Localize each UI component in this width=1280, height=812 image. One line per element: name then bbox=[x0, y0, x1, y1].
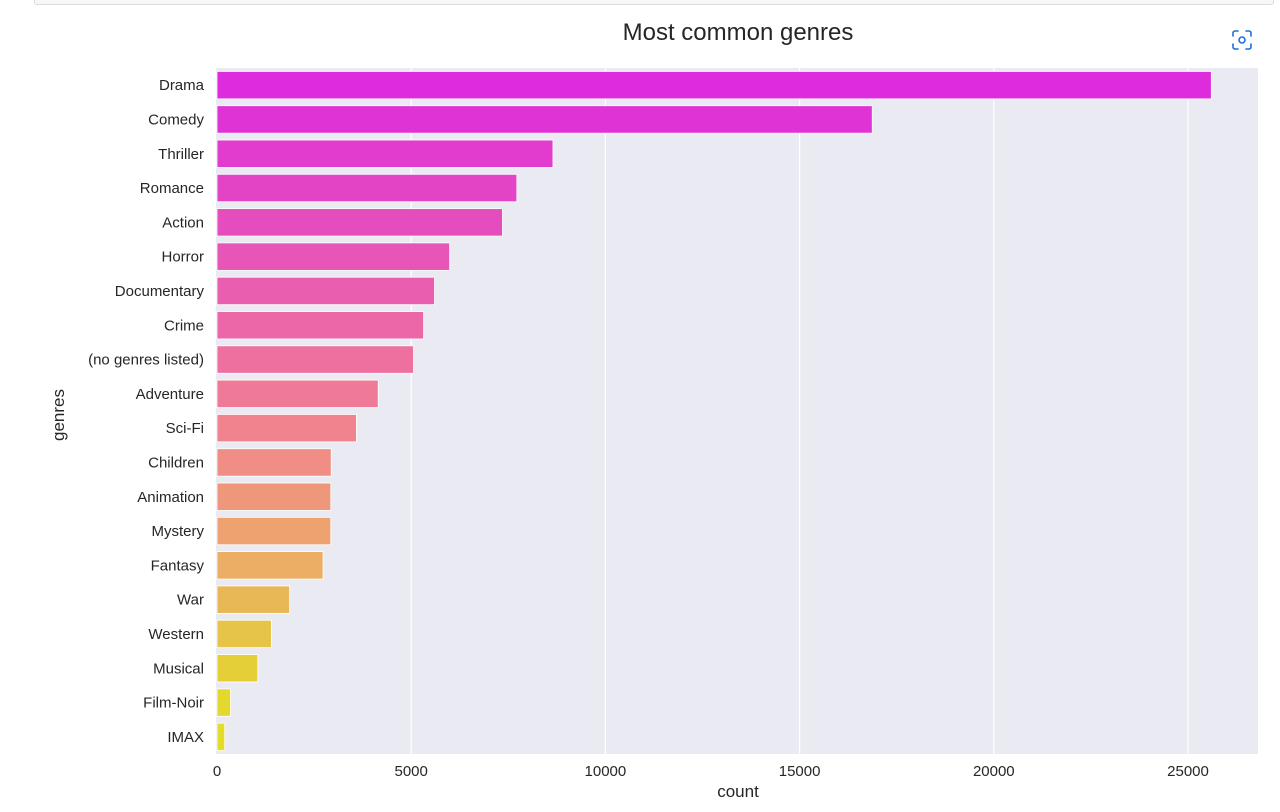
bar-drama bbox=[216, 71, 1212, 100]
category-label: IMAX bbox=[167, 729, 204, 746]
focus-frame-icon bbox=[1232, 30, 1252, 50]
bar-thriller bbox=[216, 139, 554, 168]
category-label: Crime bbox=[164, 317, 204, 334]
x-tick-label: 20000 bbox=[973, 763, 1015, 780]
category-label: Drama bbox=[159, 77, 205, 94]
bar-animation bbox=[216, 482, 332, 511]
bar-comedy bbox=[216, 105, 873, 134]
bar-children bbox=[216, 448, 332, 477]
x-tick-label: 25000 bbox=[1167, 763, 1209, 780]
bar-adventure bbox=[216, 379, 379, 408]
bar-sci-fi bbox=[216, 414, 357, 443]
bar-war bbox=[216, 585, 291, 614]
category-label: Documentary bbox=[115, 283, 205, 300]
category-label: Horror bbox=[161, 249, 204, 266]
x-axis-label: count bbox=[717, 782, 759, 801]
bar-crime bbox=[216, 311, 425, 340]
bar-horror bbox=[216, 242, 451, 271]
category-labels: Drama Comedy Thriller Romance Action Horror Do… bbox=[88, 77, 205, 746]
bar-film-noir bbox=[216, 688, 231, 717]
bar-mystery bbox=[216, 516, 332, 546]
y-axis-label: genres bbox=[49, 389, 68, 441]
category-label: Musical bbox=[153, 660, 204, 677]
category-label: Adventure bbox=[136, 386, 204, 403]
output-cell-frame bbox=[34, 0, 1274, 5]
category-label: Sci-Fi bbox=[166, 420, 204, 437]
bar-western bbox=[216, 619, 272, 649]
plot-area bbox=[216, 68, 1258, 754]
x-tick-label: 10000 bbox=[585, 763, 627, 780]
category-label: War bbox=[177, 592, 204, 609]
chart-title: Most common genres bbox=[623, 19, 854, 46]
bar-no-genres-listed bbox=[216, 345, 414, 374]
x-tick-label: 5000 bbox=[395, 763, 428, 780]
x-tick-labels: 0 5000 10000 15000 20000 25000 bbox=[213, 763, 1209, 780]
bar-documentary bbox=[216, 276, 435, 306]
fullscreen-button[interactable] bbox=[1230, 28, 1254, 52]
x-tick-label: 0 bbox=[213, 763, 221, 780]
category-label: Children bbox=[148, 454, 204, 471]
category-label: Action bbox=[162, 214, 204, 231]
bar-action bbox=[216, 208, 503, 237]
bar-musical bbox=[216, 654, 259, 683]
category-label: Western bbox=[148, 626, 204, 643]
category-label: Mystery bbox=[152, 523, 205, 540]
category-label: (no genres listed) bbox=[88, 352, 204, 369]
bars bbox=[216, 71, 1212, 751]
x-tick-label: 15000 bbox=[779, 763, 821, 780]
category-label: Fantasy bbox=[151, 557, 205, 574]
bar-romance bbox=[216, 173, 518, 203]
category-label: Romance bbox=[140, 180, 204, 197]
bar-imax bbox=[216, 722, 226, 751]
category-label: Comedy bbox=[148, 111, 204, 128]
category-label: Animation bbox=[137, 489, 204, 506]
bar-fantasy bbox=[216, 551, 324, 580]
gridlines bbox=[410, 68, 1189, 754]
category-label: Thriller bbox=[158, 146, 204, 163]
category-label: Film-Noir bbox=[143, 695, 204, 712]
